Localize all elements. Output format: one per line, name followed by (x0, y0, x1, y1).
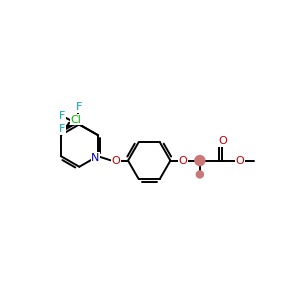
Text: O: O (178, 156, 187, 166)
Circle shape (196, 171, 203, 178)
Text: Cl: Cl (70, 115, 81, 125)
Text: O: O (236, 156, 244, 166)
Text: N: N (91, 153, 100, 163)
Circle shape (195, 156, 205, 166)
Text: O: O (219, 136, 227, 146)
Text: F: F (76, 102, 82, 112)
Text: F: F (58, 124, 65, 134)
Text: O: O (111, 156, 120, 166)
Text: F: F (59, 110, 65, 121)
